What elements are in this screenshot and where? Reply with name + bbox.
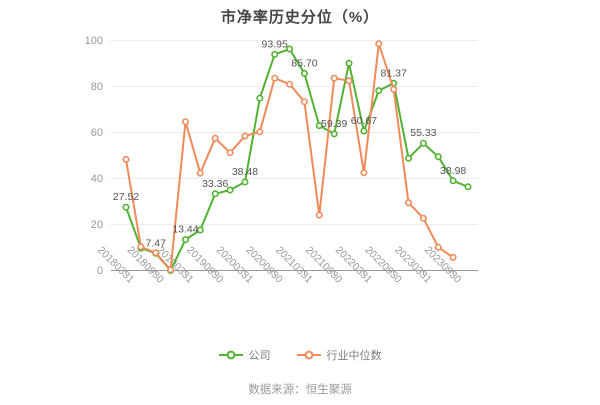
line-circle-marker-icon <box>296 350 321 360</box>
y-axis-tick-label: 40 <box>91 173 103 185</box>
data-point-marker[interactable] <box>404 199 412 207</box>
data-point-marker[interactable] <box>330 130 338 138</box>
data-point-marker[interactable] <box>122 155 130 163</box>
legend-label-company: 公司 <box>248 350 271 362</box>
data-point-value-label: 59.39 <box>321 118 347 130</box>
data-point-marker[interactable] <box>375 87 383 95</box>
data-point-marker[interactable] <box>256 128 264 136</box>
legend-label-industry-median: 行业中位数 <box>326 350 382 362</box>
data-point-marker[interactable] <box>464 183 472 191</box>
chart-title: 市净率历史分位（%） <box>220 9 380 26</box>
data-point-value-label: 60.67 <box>351 115 377 127</box>
legend-item-industry-median[interactable]: 行业中位数 <box>296 347 382 363</box>
chart-legend: 公司 行业中位数 <box>0 347 600 363</box>
data-point-marker[interactable] <box>226 149 234 157</box>
line-circle-marker-icon <box>218 350 243 360</box>
data-point-marker[interactable] <box>390 85 398 93</box>
data-point-marker[interactable] <box>256 94 264 102</box>
data-point-value-label: 38.98 <box>440 165 466 177</box>
data-point-marker[interactable] <box>286 80 294 88</box>
data-point-marker[interactable] <box>271 50 279 58</box>
data-point-value-label: 93.95 <box>262 38 288 50</box>
data-point-value-label: 27.52 <box>113 191 139 203</box>
data-point-marker[interactable] <box>419 214 427 222</box>
data-point-value-label: 81.37 <box>381 67 407 79</box>
data-point-marker[interactable] <box>196 169 204 177</box>
y-axis-tick-label: 0 <box>97 265 103 277</box>
data-source-note: 数据来源：恒生聚源 <box>248 384 352 396</box>
data-point-value-label: 13.44 <box>172 224 198 236</box>
data-point-marker[interactable] <box>345 59 353 67</box>
data-point-marker[interactable] <box>226 186 234 194</box>
data-point-marker[interactable] <box>152 249 160 257</box>
data-point-marker[interactable] <box>449 253 457 261</box>
y-axis-tick-label: 60 <box>91 127 103 139</box>
data-point-marker[interactable] <box>360 169 368 177</box>
y-axis-tick-label: 100 <box>85 35 103 47</box>
data-point-marker[interactable] <box>271 74 279 82</box>
y-axis-tick-label: 80 <box>91 81 103 93</box>
data-point-marker[interactable] <box>211 190 219 198</box>
data-point-marker[interactable] <box>167 266 175 274</box>
series-line-公司 <box>125 48 469 272</box>
data-point-marker[interactable] <box>211 134 219 142</box>
data-point-marker[interactable] <box>375 40 383 48</box>
data-point-marker[interactable] <box>241 178 249 186</box>
data-point-marker[interactable] <box>241 132 249 140</box>
data-point-marker[interactable] <box>182 236 190 244</box>
legend-item-company[interactable]: 公司 <box>218 347 271 363</box>
data-point-marker[interactable] <box>315 122 323 130</box>
data-point-marker[interactable] <box>137 243 145 251</box>
data-point-marker[interactable] <box>360 127 368 135</box>
data-point-marker[interactable] <box>286 45 294 53</box>
data-point-marker[interactable] <box>434 243 442 251</box>
data-point-value-label: 55.33 <box>410 127 436 139</box>
data-point-marker[interactable] <box>300 98 308 106</box>
data-point-value-label: 85.70 <box>291 57 317 69</box>
data-point-marker[interactable] <box>330 74 338 82</box>
data-point-marker[interactable] <box>196 226 204 234</box>
data-point-value-label: 33.36 <box>202 178 228 190</box>
data-point-value-label: 7.47 <box>146 237 167 249</box>
data-point-marker[interactable] <box>434 153 442 161</box>
data-point-marker[interactable] <box>122 203 130 211</box>
data-point-marker[interactable] <box>449 177 457 185</box>
plot-canvas: 0204060801002018033120180930201903312019… <box>85 35 478 286</box>
data-point-marker[interactable] <box>404 154 412 162</box>
data-point-marker[interactable] <box>345 77 353 85</box>
data-point-marker[interactable] <box>419 139 427 147</box>
data-point-marker[interactable] <box>300 69 308 77</box>
data-point-value-label: 38.48 <box>232 166 258 178</box>
y-axis-tick-label: 20 <box>91 219 103 231</box>
data-point-marker[interactable] <box>315 211 323 219</box>
data-point-marker[interactable] <box>182 118 190 126</box>
